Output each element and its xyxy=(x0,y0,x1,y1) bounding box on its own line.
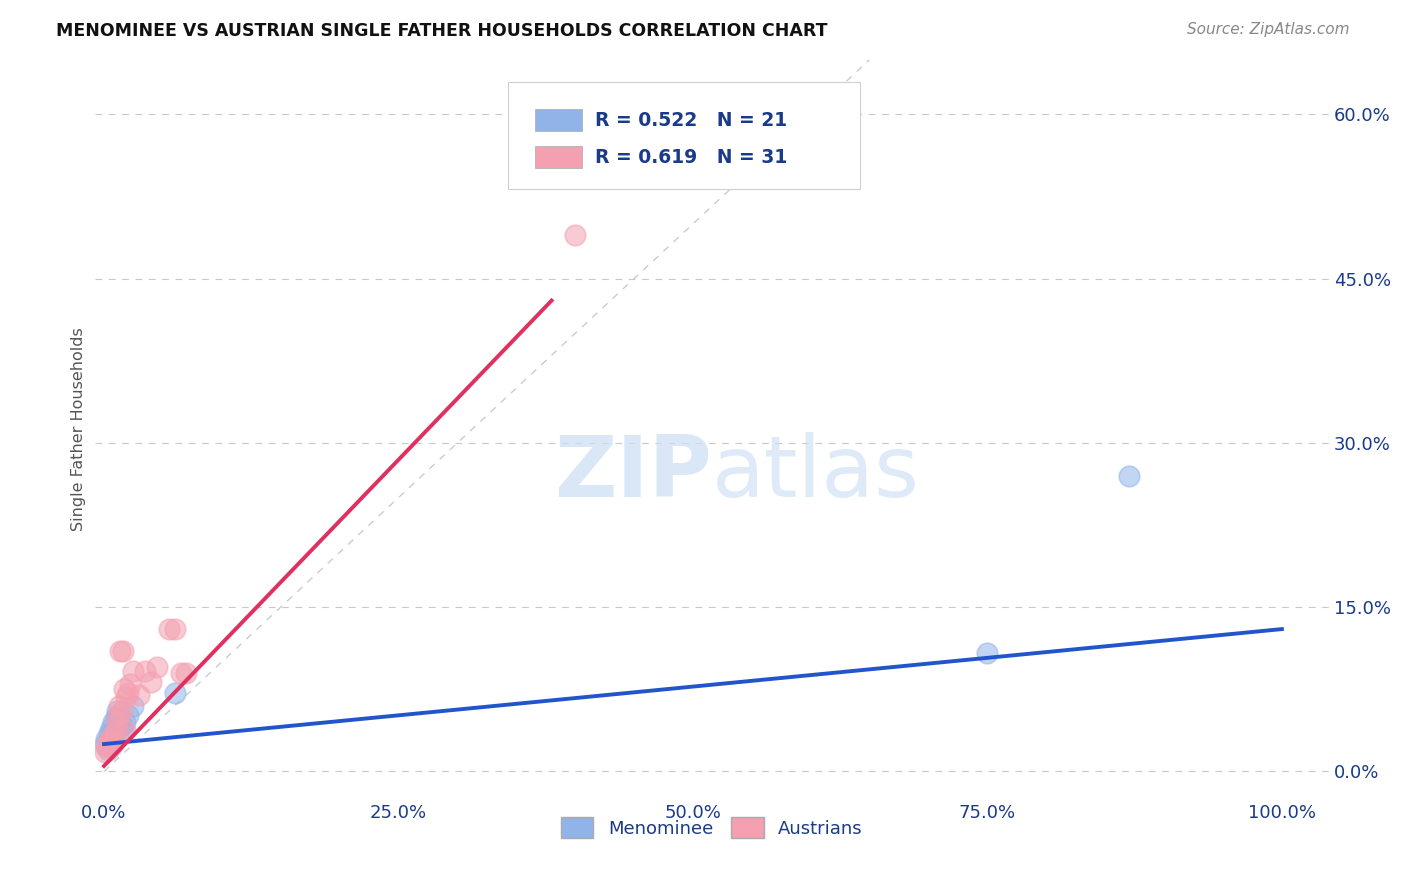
Point xyxy=(103,737,125,751)
Point xyxy=(163,622,186,636)
Point xyxy=(117,707,139,722)
Bar xyxy=(536,109,582,131)
Point xyxy=(114,715,136,730)
Bar xyxy=(536,146,582,169)
Point xyxy=(96,742,118,756)
Point xyxy=(96,737,118,751)
Point xyxy=(94,737,117,751)
Point xyxy=(139,674,162,689)
Point xyxy=(111,644,134,658)
Legend: Menominee, Austrians: Menominee, Austrians xyxy=(554,810,870,846)
Point xyxy=(97,726,120,740)
Point xyxy=(100,733,122,747)
Text: ZIP: ZIP xyxy=(554,432,711,515)
Point xyxy=(96,731,118,746)
Point xyxy=(96,740,118,755)
Text: R = 0.619   N = 31: R = 0.619 N = 31 xyxy=(595,148,787,167)
Point xyxy=(114,723,136,737)
Point xyxy=(146,660,169,674)
Text: atlas: atlas xyxy=(711,432,920,515)
Point xyxy=(134,664,156,678)
Point xyxy=(107,707,129,722)
Point xyxy=(110,644,132,658)
Point xyxy=(103,715,125,730)
Text: Source: ZipAtlas.com: Source: ZipAtlas.com xyxy=(1187,22,1350,37)
Point xyxy=(104,723,127,737)
Point xyxy=(105,715,128,730)
Point xyxy=(169,665,191,680)
Text: R = 0.522   N = 21: R = 0.522 N = 21 xyxy=(595,111,786,129)
Point xyxy=(115,690,138,704)
Point xyxy=(1118,468,1140,483)
Point xyxy=(104,731,127,746)
Point xyxy=(101,726,124,740)
Point xyxy=(98,740,121,755)
Point xyxy=(128,688,150,702)
Point xyxy=(118,677,141,691)
Point xyxy=(104,723,127,737)
Point xyxy=(94,745,117,759)
Point xyxy=(157,622,180,636)
Point xyxy=(176,665,198,680)
Point xyxy=(108,698,131,713)
Point xyxy=(101,730,124,744)
Point xyxy=(105,704,128,718)
Point xyxy=(100,721,122,735)
Point xyxy=(98,733,121,747)
Point xyxy=(108,721,131,735)
Point xyxy=(104,709,127,723)
Point xyxy=(107,712,129,726)
Point xyxy=(122,698,145,713)
Y-axis label: Single Father Households: Single Father Households xyxy=(72,327,86,531)
Point xyxy=(111,704,134,718)
Point xyxy=(163,685,186,699)
Point xyxy=(976,646,998,660)
FancyBboxPatch shape xyxy=(508,82,860,189)
Text: MENOMINEE VS AUSTRIAN SINGLE FATHER HOUSEHOLDS CORRELATION CHART: MENOMINEE VS AUSTRIAN SINGLE FATHER HOUS… xyxy=(56,22,828,40)
Point xyxy=(564,227,586,242)
Point xyxy=(122,664,145,678)
Point xyxy=(111,718,134,732)
Point xyxy=(112,682,135,697)
Point xyxy=(97,733,120,747)
Point xyxy=(111,723,134,737)
Point xyxy=(117,685,139,699)
